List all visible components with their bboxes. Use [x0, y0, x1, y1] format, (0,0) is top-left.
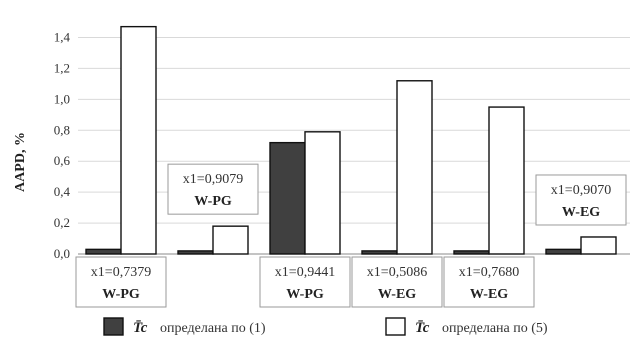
y-tick-label: 1,2: [54, 60, 70, 75]
legend-symbol: T̄c: [133, 320, 148, 336]
bar: [177, 250, 214, 255]
bar: [396, 80, 433, 255]
bar: [269, 141, 306, 255]
y-axis-label: AAPD, %: [13, 132, 28, 192]
y-tick-label: 0,0: [54, 246, 70, 261]
category-system-label: W-PG: [286, 287, 324, 302]
bar: [120, 25, 157, 255]
legend-swatch: [103, 317, 124, 336]
legend-item: T̄c определана по (1): [103, 317, 266, 336]
category-label-box: x1=0,9441 W-PG: [259, 256, 351, 308]
bar: [304, 131, 341, 255]
category-label-box: x1=0,9079 W-PG: [167, 163, 259, 215]
category-label-box: x1=0,7680 W-EG: [443, 256, 535, 308]
legend-swatch: [385, 317, 406, 336]
category-box-frame: [167, 163, 259, 215]
category-label-box: x1=0,5086 W-EG: [351, 256, 443, 308]
bar: [488, 106, 525, 255]
legend: T̄c определана по (1) T̄c определана по (5): [103, 317, 548, 336]
bar: [453, 250, 490, 255]
y-tick-label: 0,2: [54, 215, 70, 230]
category-x1-label: x1=0,9441: [275, 265, 335, 280]
category-x1-label: x1=0,7379: [91, 265, 151, 280]
category-x1-label: x1=0,9079: [183, 172, 243, 187]
legend-label: определана по (1): [160, 321, 266, 336]
category-system-label: W-EG: [378, 287, 416, 302]
y-tick-label: 1,0: [54, 91, 70, 106]
bars: [85, 25, 617, 255]
bar: [545, 248, 582, 255]
category-system-label: W-PG: [194, 194, 232, 209]
category-x1-label: x1=0,7680: [459, 265, 519, 280]
category-system-label: W-PG: [102, 287, 140, 302]
category-box-frame: [535, 174, 627, 226]
category-label-box: x1=0,7379 W-PG: [75, 256, 167, 308]
category-box-frame: [351, 256, 443, 308]
bar: [361, 250, 398, 255]
y-tick-label: 1,4: [54, 29, 71, 44]
category-labels: x1=0,7379W-PGx1=0,9079W-PGx1=0,9441W-PGx…: [75, 163, 627, 308]
y-tick-labels: 0,0 0,2 0,4 0,6 0,8 1,0 1,2 1,4: [54, 29, 71, 261]
category-box-frame: [259, 256, 351, 308]
category-system-label: W-EG: [470, 287, 508, 302]
legend-label: определана по (5): [442, 321, 548, 336]
bar: [212, 225, 249, 255]
category-label-box: x1=0,9070 W-EG: [535, 174, 627, 226]
bar: [580, 236, 617, 255]
y-tick-label: 0,8: [54, 122, 70, 137]
category-box-frame: [443, 256, 535, 308]
y-tick-label: 0,4: [54, 184, 71, 199]
legend-item: T̄c определана по (5): [385, 317, 548, 336]
category-system-label: W-EG: [562, 205, 600, 220]
category-box-frame: [75, 256, 167, 308]
legend-symbol: T̄c: [415, 320, 430, 336]
y-tick-label: 0,6: [54, 153, 71, 168]
category-x1-label: x1=0,5086: [367, 265, 427, 280]
category-x1-label: x1=0,9070: [551, 183, 611, 198]
bar: [85, 248, 122, 255]
